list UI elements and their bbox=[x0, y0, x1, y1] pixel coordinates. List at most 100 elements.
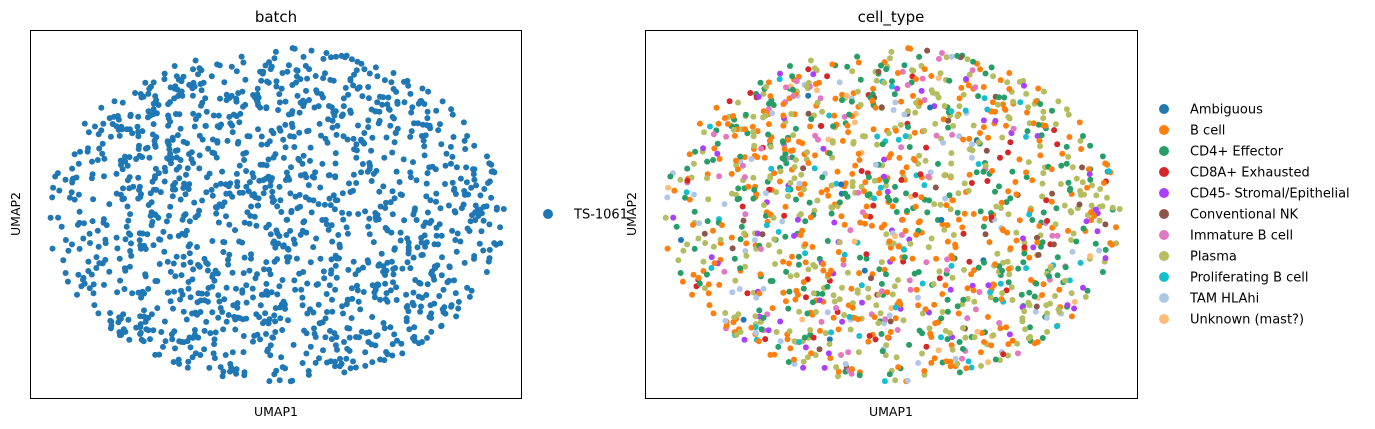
data-point bbox=[686, 196, 693, 203]
data-point bbox=[1023, 169, 1030, 176]
data-point bbox=[939, 309, 946, 315]
data-point bbox=[365, 84, 372, 90]
data-point bbox=[1052, 221, 1059, 228]
data-point bbox=[417, 280, 424, 287]
data-point bbox=[921, 182, 928, 189]
data-point bbox=[103, 222, 110, 229]
data-point bbox=[302, 194, 309, 201]
data-point bbox=[715, 120, 722, 127]
data-point bbox=[410, 211, 417, 218]
data-point bbox=[350, 258, 357, 265]
data-point bbox=[1102, 255, 1109, 262]
data-point bbox=[707, 123, 713, 130]
data-point bbox=[776, 178, 783, 185]
data-point bbox=[810, 290, 817, 297]
data-point bbox=[360, 264, 366, 271]
data-point bbox=[453, 248, 460, 255]
data-point bbox=[850, 140, 857, 147]
data-point bbox=[948, 160, 955, 167]
data-point bbox=[949, 131, 956, 138]
plot-frame bbox=[30, 30, 522, 399]
data-point bbox=[161, 318, 168, 325]
data-point bbox=[701, 129, 707, 136]
data-point bbox=[1054, 141, 1061, 148]
data-point bbox=[840, 261, 847, 268]
data-point bbox=[311, 325, 317, 332]
data-point bbox=[410, 289, 417, 296]
data-point bbox=[136, 142, 142, 149]
data-point bbox=[150, 121, 157, 128]
data-point bbox=[728, 234, 735, 241]
data-point bbox=[195, 261, 201, 268]
data-point bbox=[234, 183, 241, 190]
data-point bbox=[333, 255, 340, 262]
data-point bbox=[954, 303, 961, 310]
data-point bbox=[369, 282, 376, 289]
data-point bbox=[1038, 132, 1045, 139]
data-point bbox=[1085, 166, 1092, 173]
data-point bbox=[1039, 292, 1046, 298]
data-point bbox=[312, 359, 319, 366]
data-point bbox=[899, 68, 906, 75]
data-point bbox=[997, 280, 1004, 287]
data-point bbox=[762, 190, 769, 197]
data-point bbox=[239, 88, 246, 95]
data-point bbox=[811, 165, 818, 172]
data-point bbox=[380, 183, 387, 190]
data-point bbox=[449, 227, 456, 234]
data-point bbox=[174, 132, 181, 139]
data-point bbox=[781, 146, 788, 153]
data-point bbox=[748, 324, 755, 331]
data-point bbox=[740, 217, 747, 224]
data-point bbox=[411, 324, 418, 331]
data-point bbox=[802, 218, 809, 225]
data-point bbox=[987, 294, 994, 301]
data-point bbox=[1104, 161, 1111, 168]
data-point bbox=[921, 127, 928, 134]
data-point bbox=[948, 262, 955, 269]
data-point bbox=[50, 184, 57, 191]
data-point bbox=[925, 244, 932, 251]
data-point bbox=[744, 290, 751, 297]
data-point bbox=[99, 150, 106, 157]
data-point bbox=[965, 82, 972, 89]
data-point bbox=[1055, 98, 1062, 105]
data-point bbox=[767, 93, 774, 100]
data-point bbox=[76, 245, 83, 252]
data-point bbox=[935, 75, 942, 82]
data-point bbox=[889, 203, 896, 210]
data-point bbox=[750, 174, 757, 181]
data-point bbox=[65, 247, 72, 254]
data-point bbox=[802, 241, 809, 248]
data-point bbox=[845, 129, 852, 136]
data-point bbox=[185, 186, 192, 193]
data-point bbox=[424, 281, 431, 288]
data-point bbox=[390, 271, 397, 278]
data-point bbox=[1034, 234, 1040, 241]
data-point bbox=[834, 168, 841, 175]
data-point bbox=[484, 153, 490, 160]
data-point bbox=[433, 232, 440, 239]
data-point bbox=[161, 70, 168, 77]
data-point bbox=[830, 292, 837, 299]
data-point bbox=[787, 147, 794, 154]
data-point bbox=[433, 107, 440, 114]
data-point bbox=[270, 154, 277, 161]
data-point bbox=[988, 214, 995, 221]
data-point bbox=[384, 226, 391, 233]
data-point bbox=[710, 227, 716, 234]
data-point bbox=[973, 169, 980, 176]
data-point bbox=[440, 286, 447, 293]
data-point bbox=[144, 231, 151, 238]
data-point bbox=[244, 209, 251, 216]
data-point bbox=[765, 79, 772, 86]
data-point bbox=[156, 351, 163, 358]
legend-item: Proliferating B cell bbox=[1159, 271, 1309, 286]
data-point bbox=[340, 103, 347, 110]
data-point bbox=[838, 352, 845, 358]
data-point bbox=[734, 166, 741, 173]
data-point bbox=[1052, 293, 1058, 299]
data-point bbox=[970, 211, 977, 217]
data-point bbox=[721, 115, 728, 122]
data-point bbox=[220, 368, 227, 375]
